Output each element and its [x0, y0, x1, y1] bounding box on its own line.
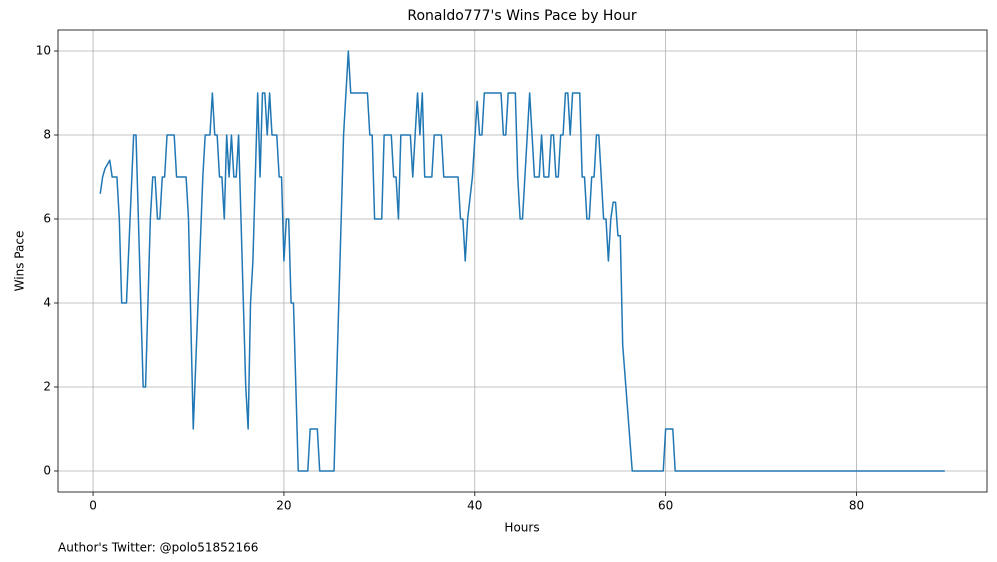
y-tick-label: 4	[43, 296, 51, 310]
y-tick-label: 2	[43, 380, 51, 394]
chart-title: Ronaldo777's Wins Pace by Hour	[407, 8, 637, 24]
y-tick-label: 0	[43, 464, 51, 478]
x-tick-label: 60	[658, 499, 673, 513]
plot-frame	[57, 29, 988, 493]
x-axis-label: Hours	[504, 521, 539, 535]
y-tick-label: 10	[36, 44, 51, 58]
y-tick-label: 6	[43, 212, 51, 226]
x-tick-label: 80	[849, 499, 864, 513]
footnote: Author's Twitter: @polo51852166	[58, 541, 258, 555]
x-tick-label: 0	[89, 499, 97, 513]
x-tick-label: 20	[276, 499, 291, 513]
y-tick-label: 8	[43, 128, 51, 142]
data-line	[99, 50, 945, 472]
y-axis-label: Wins Pace	[13, 231, 27, 292]
x-tick-label: 40	[467, 499, 482, 513]
